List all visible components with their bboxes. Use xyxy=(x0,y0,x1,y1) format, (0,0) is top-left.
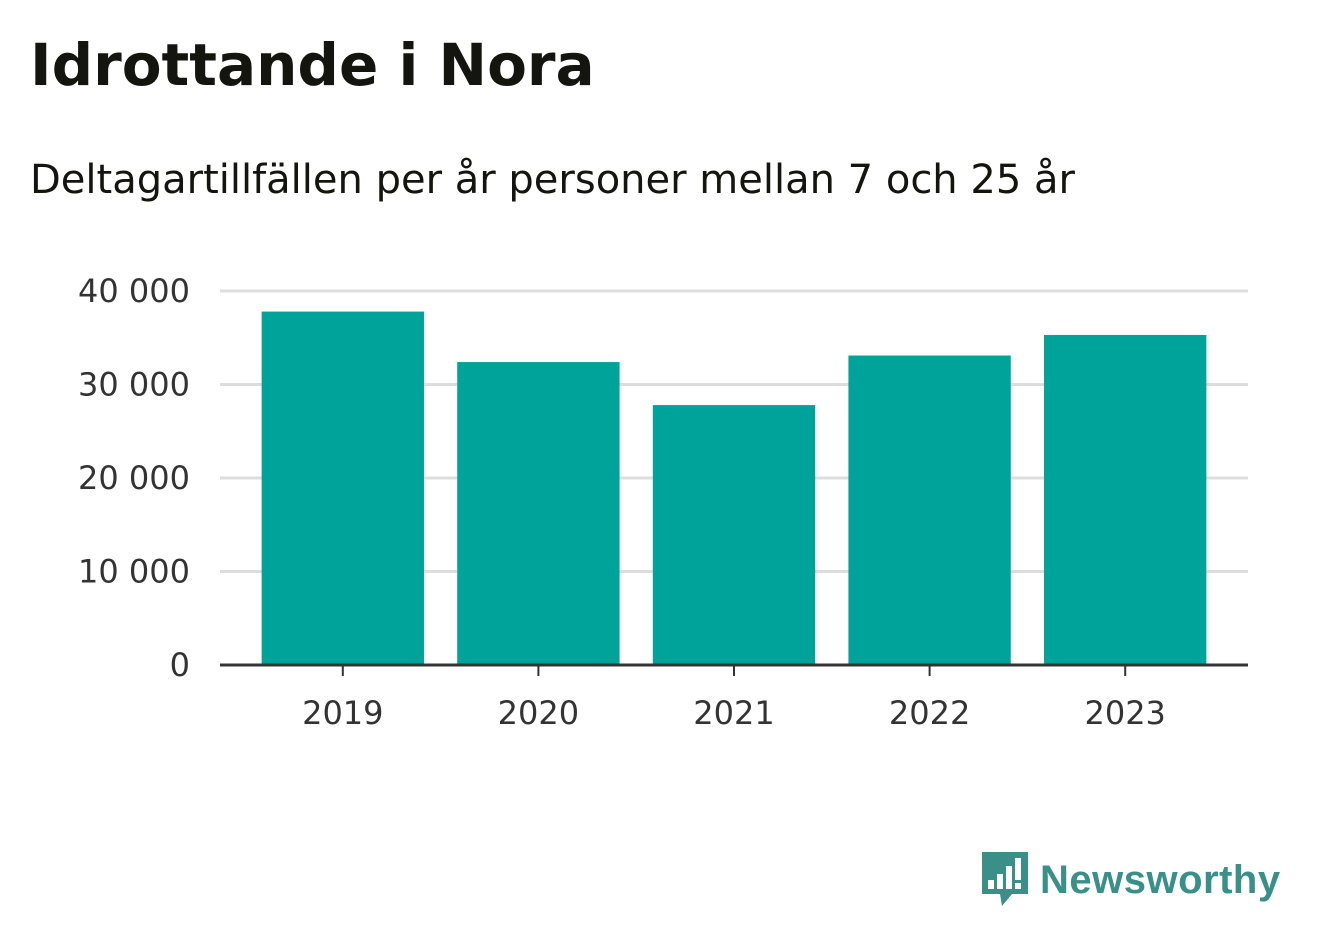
bar-2020 xyxy=(457,362,620,665)
y-tick-label: 0 xyxy=(170,646,190,684)
x-tick-label: 2023 xyxy=(1084,694,1165,732)
x-tick-label: 2021 xyxy=(693,694,774,732)
y-tick-label: 20 000 xyxy=(78,459,190,497)
axis-labels: 0 10 000 20 000 30 000 40 000 2019 2020 2021 202… xyxy=(78,272,1166,732)
x-tick-label: 2020 xyxy=(498,694,579,732)
bar-2019 xyxy=(261,311,424,665)
bar-2022 xyxy=(848,355,1011,665)
newsworthy-logo-icon xyxy=(982,852,1028,906)
chart-subtitle: Deltagartillfällen per år personer mella… xyxy=(30,157,1075,203)
bar-2023 xyxy=(1044,334,1207,665)
bars xyxy=(261,311,1207,665)
y-tick-label: 40 000 xyxy=(78,272,190,310)
y-tick-label: 30 000 xyxy=(78,366,190,404)
x-axis xyxy=(220,663,1248,676)
x-tick-label: 2022 xyxy=(889,694,970,732)
newsworthy-logo: Newsworthy xyxy=(980,850,1281,910)
y-tick-label: 10 000 xyxy=(78,553,190,591)
newsworthy-logo-text: Newsworthy xyxy=(1040,857,1281,902)
chart-title: Idrottande i Nora xyxy=(30,31,595,99)
x-tick-label: 2019 xyxy=(302,694,383,732)
bar-2021 xyxy=(652,405,816,665)
